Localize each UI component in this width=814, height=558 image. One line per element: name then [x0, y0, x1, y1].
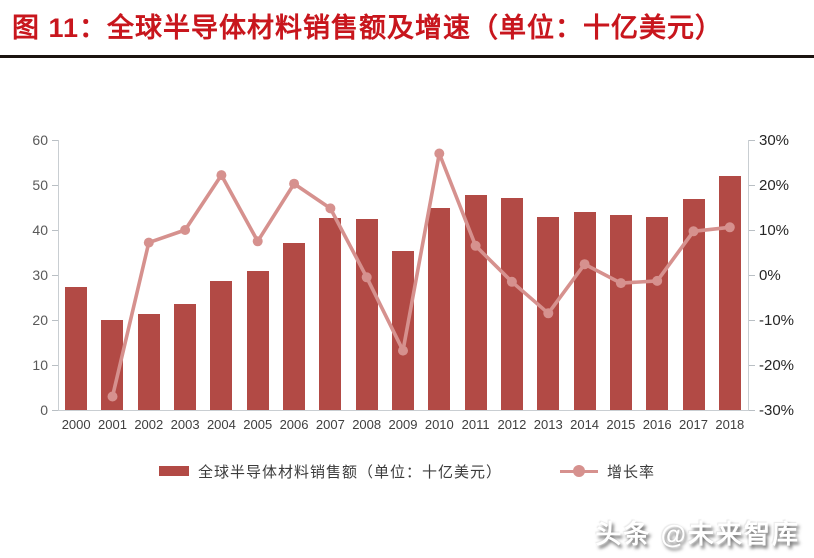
x-axis-label-2015: 2015	[606, 417, 636, 432]
x-axis-label-2016: 2016	[642, 417, 672, 432]
y-axis-left-tick	[52, 410, 58, 411]
growth-rate-point	[688, 226, 699, 237]
y-axis-left-label: 50	[32, 177, 48, 193]
y-axis-left-label: 60	[32, 132, 48, 148]
growth-rate-point	[398, 345, 408, 356]
y-axis-right-tick	[749, 410, 755, 411]
y-axis-right-label: -10%	[759, 312, 795, 329]
bar-2005	[246, 271, 269, 410]
y-axis-left-tick	[52, 185, 58, 186]
legend-item-growth: 增长率	[560, 461, 655, 482]
x-axis-label-2014: 2014	[570, 417, 600, 432]
x-axis-label-2013: 2013	[533, 417, 563, 432]
x-axis-label-2007: 2007	[315, 417, 345, 432]
watermark-toutiao: 头条 @未来智库	[595, 519, 800, 549]
bar-2001	[101, 320, 124, 410]
growth-rate-point	[289, 178, 300, 189]
y-axis-right-tick	[749, 140, 755, 141]
growth-rate-point	[579, 259, 590, 270]
y-axis-left-tick	[52, 320, 58, 321]
y-axis-right-label: 0%	[759, 267, 781, 284]
x-axis-label-2011: 2011	[461, 417, 490, 432]
y-axis-right-label: -30%	[759, 402, 795, 419]
x-axis	[58, 410, 748, 411]
bar-2006	[283, 243, 306, 410]
chart-legend: 全球半导体材料销售额（单位：十亿美元） 增长率	[0, 458, 814, 484]
bar-2007	[319, 217, 342, 410]
y-axis-right-label: 30%	[759, 132, 790, 149]
x-axis-label-2000: 2000	[61, 417, 91, 432]
y-axis-left-label: 30	[32, 267, 48, 283]
bar-2018	[718, 176, 741, 410]
x-axis-label-2006: 2006	[279, 417, 309, 432]
growth-rate-point	[652, 275, 663, 286]
growth-rate-point	[543, 308, 554, 319]
x-axis-label-2002: 2002	[134, 417, 164, 432]
y-axis-left-tick	[52, 230, 58, 231]
figure-title: 图 11：全球半导体材料销售额及增速（单位：十亿美元）	[12, 13, 724, 43]
growth-rate-point	[470, 240, 481, 251]
x-axis-label-2005: 2005	[243, 417, 273, 432]
bar-2002	[137, 313, 160, 410]
y-axis-right-tick	[749, 365, 755, 366]
growth-rate-point	[724, 222, 735, 233]
y-axis-right-label: -20%	[759, 357, 795, 374]
line-series-marker	[560, 465, 598, 477]
y-axis-right-label: 20%	[759, 177, 790, 194]
legend-item-sales: 全球半导体材料销售额（单位：十亿美元）	[158, 461, 502, 482]
bar-2008	[355, 218, 378, 410]
growth-rate-point	[143, 237, 154, 248]
bar-2010	[428, 207, 451, 410]
growth-rate-point	[180, 225, 191, 235]
x-axis-label-2017: 2017	[679, 417, 708, 432]
y-axis-right-tick	[749, 320, 755, 321]
bar-2000	[65, 287, 88, 410]
x-axis-label-2008: 2008	[352, 417, 382, 432]
y-axis-right-tick	[749, 185, 755, 186]
y-axis-left	[58, 140, 59, 411]
bar-series-swatch	[158, 466, 189, 476]
bar-2017	[682, 198, 705, 410]
bar-2003	[174, 303, 197, 410]
x-axis-label-2018: 2018	[715, 417, 745, 432]
legend-label-growth: 增长率	[607, 464, 656, 481]
growth-rate-point	[107, 391, 118, 402]
y-axis-left-label: 0	[40, 402, 48, 418]
growth-rate-point	[615, 278, 626, 289]
growth-rate-point	[252, 236, 263, 247]
y-axis-left-label: 40	[32, 222, 48, 238]
y-axis-left-label: 10	[32, 357, 48, 373]
growth-rate-point	[434, 148, 445, 159]
x-axis-label-2004: 2004	[206, 417, 236, 432]
growth-rate-point	[325, 203, 336, 214]
y-axis-left-tick	[52, 275, 58, 276]
y-axis-right-tick	[749, 230, 755, 231]
growth-rate-point	[361, 272, 372, 283]
title-separator-rule	[0, 55, 814, 58]
x-axis-label-2010: 2010	[424, 417, 454, 432]
bar-2009	[392, 250, 414, 410]
legend-label-sales: 全球半导体材料销售额（单位：十亿美元）	[197, 464, 502, 481]
x-axis-label-2012: 2012	[497, 417, 527, 432]
bar-2012	[500, 198, 523, 410]
y-axis-left-tick	[52, 365, 58, 366]
x-axis-label-2003: 2003	[170, 417, 200, 432]
bar-2013	[537, 216, 560, 410]
y-axis-left-tick	[52, 140, 58, 141]
x-axis-label-2001: 2001	[98, 417, 127, 432]
growth-rate-point	[216, 170, 227, 181]
bar-2011	[464, 194, 487, 410]
y-axis-right-label: 10%	[759, 222, 790, 239]
bar-2014	[573, 211, 596, 410]
y-axis-right	[748, 140, 749, 411]
x-axis-label-2009: 2009	[388, 417, 418, 432]
y-axis-right-tick	[749, 275, 755, 276]
growth-rate-point	[506, 276, 517, 287]
bar-2004	[210, 280, 233, 410]
bar-2015	[609, 215, 632, 410]
y-axis-left-label: 20	[32, 312, 48, 328]
bar-2016	[646, 217, 669, 410]
